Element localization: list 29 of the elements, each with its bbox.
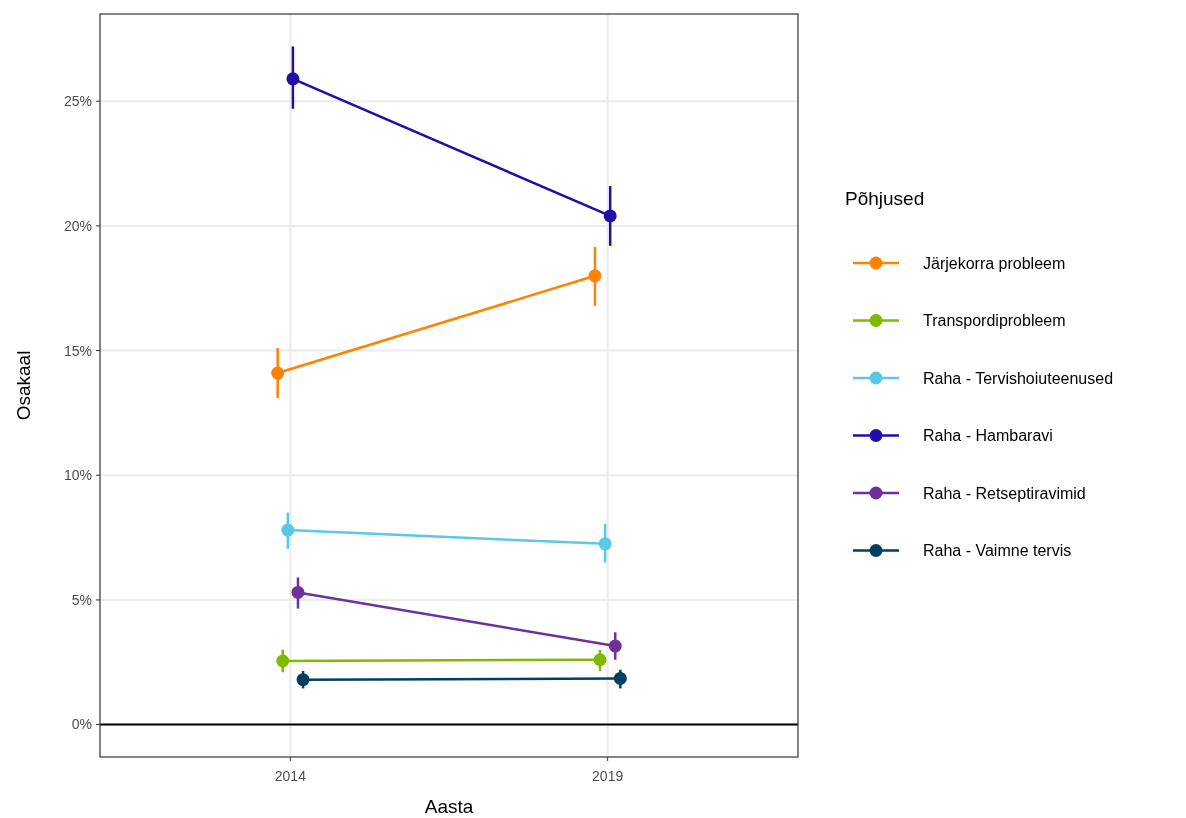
point <box>286 72 300 86</box>
y-tick-label: 10% <box>63 467 92 484</box>
legend-label: Transpordiprobleem <box>923 312 1066 330</box>
point <box>613 671 627 685</box>
point <box>276 654 290 668</box>
legend-title: Põhjused <box>845 188 925 209</box>
legend-label: Raha - Vaimne tervis <box>923 542 1072 560</box>
x-axis-title: Aasta <box>424 796 474 817</box>
legend-label: Raha - Tervishoiuteenused <box>923 369 1114 387</box>
point <box>296 673 310 687</box>
y-tick-label: 5% <box>71 591 92 608</box>
point <box>588 269 602 283</box>
y-tick-label: 20% <box>63 217 92 234</box>
y-tick-label: 15% <box>63 342 92 359</box>
x-tick-label: 2019 <box>592 768 624 784</box>
point <box>608 639 622 653</box>
legend-label: Järjekorra probleem <box>923 254 1066 272</box>
point <box>271 366 285 380</box>
point <box>291 585 305 599</box>
y-tick-label: 0% <box>71 716 92 733</box>
x-tick-label: 2014 <box>274 768 307 784</box>
legend-label: Raha - Retseptiravimid <box>923 484 1086 502</box>
y-tick-label: 25% <box>63 93 92 110</box>
point <box>598 537 612 551</box>
y-axis-title: Osakaal <box>13 350 34 421</box>
point <box>593 653 607 667</box>
point <box>603 209 617 223</box>
point <box>281 523 295 537</box>
legend-label: Raha - Hambaravi <box>923 427 1053 445</box>
